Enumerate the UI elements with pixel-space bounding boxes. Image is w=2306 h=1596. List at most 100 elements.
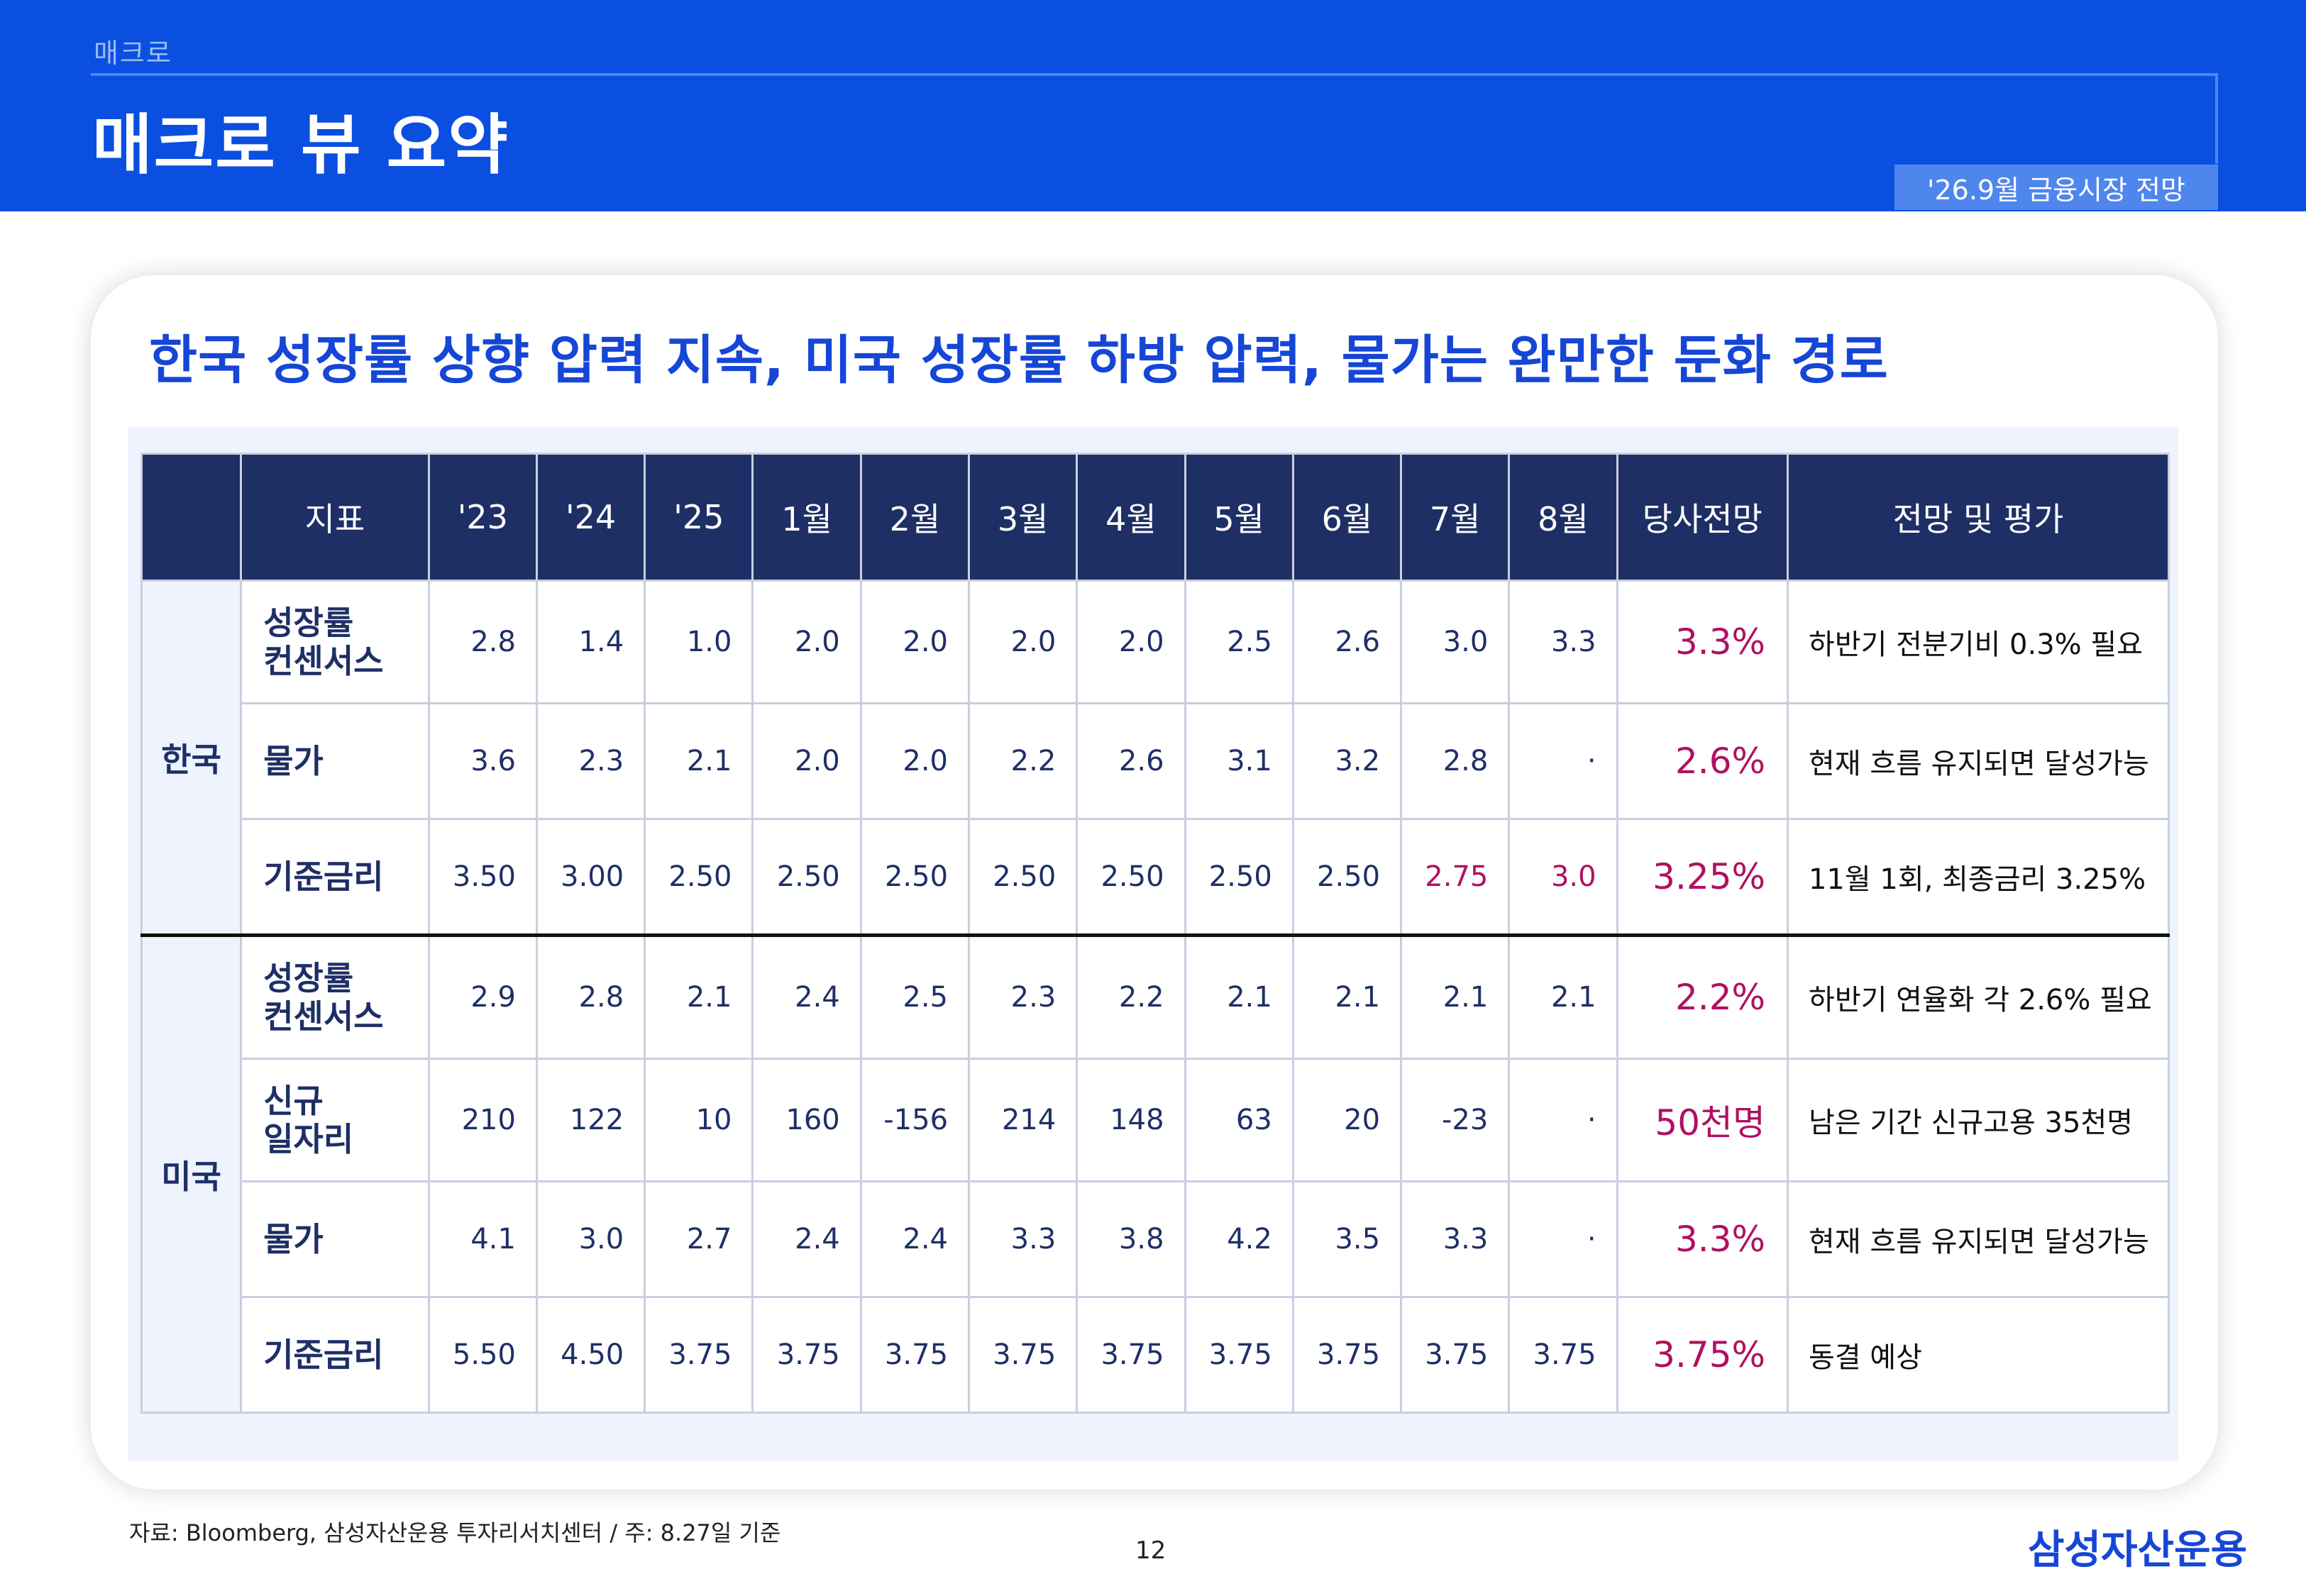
brand-logo: 삼성자산운용 <box>2028 1527 2248 1573</box>
value-cell: 3.75 <box>751 1296 862 1414</box>
value-cell: 2.8 <box>427 580 538 704</box>
value-cell: 3.0 <box>1400 580 1511 704</box>
value-cell: 4.50 <box>535 1296 646 1414</box>
evaluation-cell: 현재 흐름 유지되면 달성가능 <box>1787 1180 2170 1298</box>
forecast-cell: 2.6% <box>1616 702 1789 820</box>
value-cell: 5.50 <box>427 1296 538 1414</box>
value-cell: 3.0 <box>535 1180 646 1298</box>
forecast-cell: 2.2% <box>1616 933 1789 1060</box>
value-cell: 3.2 <box>1291 702 1403 820</box>
value-cell: 2.7 <box>644 1180 754 1298</box>
evaluation-cell: 동결 예상 <box>1787 1296 2170 1414</box>
value-cell: 2.9 <box>427 933 538 1060</box>
value-cell: 4.1 <box>427 1180 538 1298</box>
value-cell: 3.6 <box>427 702 538 820</box>
value-cell: 2.3 <box>968 933 1078 1060</box>
table-row: 미국 성장률 컨센서스 2.9 2.8 2.1 2.4 2.5 2.3 2.2 2.1 2.1 2.1… <box>140 933 2170 1414</box>
header-cell: 당사전망 <box>1616 453 1789 582</box>
country-label: 미국 <box>140 933 243 1414</box>
value-cell: 3.75 <box>859 1296 971 1414</box>
evaluation-cell: 하반기 연율화 각 2.6% 필요 <box>1787 933 2170 1060</box>
value-cell: 3.75 <box>1400 1296 1511 1414</box>
value-cell: 214 <box>968 1058 1078 1182</box>
header-divider <box>91 73 2218 76</box>
header-cell: 지표 <box>240 453 430 582</box>
value-cell: 2.1 <box>644 702 754 820</box>
forecast-cell: 3.25% <box>1616 818 1789 936</box>
value-cell: 2.50 <box>1184 818 1294 936</box>
value-cell: 2.0 <box>859 580 971 704</box>
evaluation-cell: 하반기 전분기비 0.3% 필요 <box>1787 580 2170 704</box>
value-cell: 2.6 <box>1291 580 1403 704</box>
value-cell: 210 <box>427 1058 538 1182</box>
table-row: 신규 일자리 210 122 10 160 -156 214 148 63 20 -23 · 50천명 남… <box>142 1058 2170 1182</box>
value-cell: 2.5 <box>1184 580 1294 704</box>
forecast-cell: 50천명 <box>1616 1058 1789 1182</box>
value-cell: · <box>1508 702 1618 820</box>
value-cell: 2.6 <box>1076 702 1186 820</box>
value-cell: 2.1 <box>1400 933 1511 1060</box>
value-cell: 63 <box>1184 1058 1294 1182</box>
value-cell: 2.0 <box>859 702 971 820</box>
header-cell: '23 <box>427 453 538 582</box>
value-cell: 3.75 <box>1508 1296 1618 1414</box>
indicator-label: 기준금리 <box>240 1296 430 1414</box>
value-cell: 2.1 <box>644 933 754 1060</box>
value-cell: 2.0 <box>968 580 1078 704</box>
value-cell: 1.0 <box>644 580 754 704</box>
country-label: 한국 <box>140 580 243 936</box>
indicator-label: 물가 <box>240 1180 430 1298</box>
table-row: 물가 3.6 2.3 2.1 2.0 2.0 2.2 2.6 3.1 3.2 2.8 · 2.6% 현재 … <box>142 702 2170 820</box>
value-cell: 2.0 <box>1076 580 1186 704</box>
value-cell: 2.4 <box>751 1180 862 1298</box>
value-cell: 2.8 <box>535 933 646 1060</box>
table-row: 한국 성장률 컨센서스 2.8 1.4 1.0 2.0 2.0 2.0 2.0 2.5 2.6 3.0… <box>140 580 2170 936</box>
value-cell: 3.75 <box>1184 1296 1294 1414</box>
header-cell: 7월 <box>1400 453 1511 582</box>
evaluation-cell: 11월 1회, 최종금리 3.25% <box>1787 818 2170 936</box>
value-cell: 2.50 <box>859 818 971 936</box>
table-header-row: 지표 '23'24'25 1월 2월 3월 4월 5월 6월 7월 8월 당사전망 전망 및 평가 <box>140 453 2170 582</box>
value-cell: 160 <box>751 1058 862 1182</box>
value-cell: 2.50 <box>1291 818 1403 936</box>
header-cell: '24 <box>535 453 646 582</box>
header-cell: 4월 <box>1076 453 1186 582</box>
source-note: 자료: Bloomberg, 삼성자산운용 투자리서치센터 / 주: 8.27일… <box>129 1519 781 1546</box>
indicator-label: 기준금리 <box>240 818 430 936</box>
value-cell: 3.3 <box>1400 1180 1511 1298</box>
value-cell: 3.8 <box>1076 1180 1186 1298</box>
value-cell: 4.2 <box>1184 1180 1294 1298</box>
value-cell: · <box>1508 1058 1618 1182</box>
forecast-cell: 3.3% <box>1616 580 1789 704</box>
forecast-cell: 3.75% <box>1616 1296 1789 1414</box>
value-cell: 10 <box>644 1058 754 1182</box>
table-row: 기준금리 5.50 4.50 3.75 3.75 3.75 3.75 3.75 3.75 3.75… <box>142 1296 2170 1414</box>
value-cell: -156 <box>859 1058 971 1182</box>
value-cell: 3.0 <box>1508 818 1618 936</box>
value-cell: 122 <box>535 1058 646 1182</box>
value-cell: 2.0 <box>751 702 862 820</box>
header-cell: 전망 및 평가 <box>1787 453 2170 582</box>
header-cell: '25 <box>644 453 754 582</box>
evaluation-cell: 남은 기간 신규고용 35천명 <box>1787 1058 2170 1182</box>
header-cell: 1월 <box>751 453 862 582</box>
page-title: 매크로 뷰 요약 <box>92 107 509 183</box>
header-cell: 6월 <box>1291 453 1403 582</box>
value-cell: 2.1 <box>1508 933 1618 1060</box>
header-bar: 매크로 매크로 뷰 요약 '26.9월 금융시장 전망 <box>0 0 2306 211</box>
header-cell: 8월 <box>1508 453 1618 582</box>
value-cell: 2.1 <box>1184 933 1294 1060</box>
value-cell: 2.1 <box>1291 933 1403 1060</box>
value-cell: -23 <box>1400 1058 1511 1182</box>
table-row: 기준금리 3.50 3.00 2.50 2.50 2.50 2.50 2.50 2.50 2.50… <box>142 818 2170 936</box>
value-cell: 1.4 <box>535 580 646 704</box>
value-cell: 3.5 <box>1291 1180 1403 1298</box>
indicator-label: 신규 일자리 <box>240 1058 430 1182</box>
value-cell: 2.3 <box>535 702 646 820</box>
value-cell: 3.00 <box>535 818 646 936</box>
value-cell: 3.75 <box>968 1296 1078 1414</box>
value-cell: 2.0 <box>751 580 862 704</box>
header-cell: 5월 <box>1184 453 1294 582</box>
value-cell: 2.8 <box>1400 702 1511 820</box>
value-cell: 3.50 <box>427 818 538 936</box>
